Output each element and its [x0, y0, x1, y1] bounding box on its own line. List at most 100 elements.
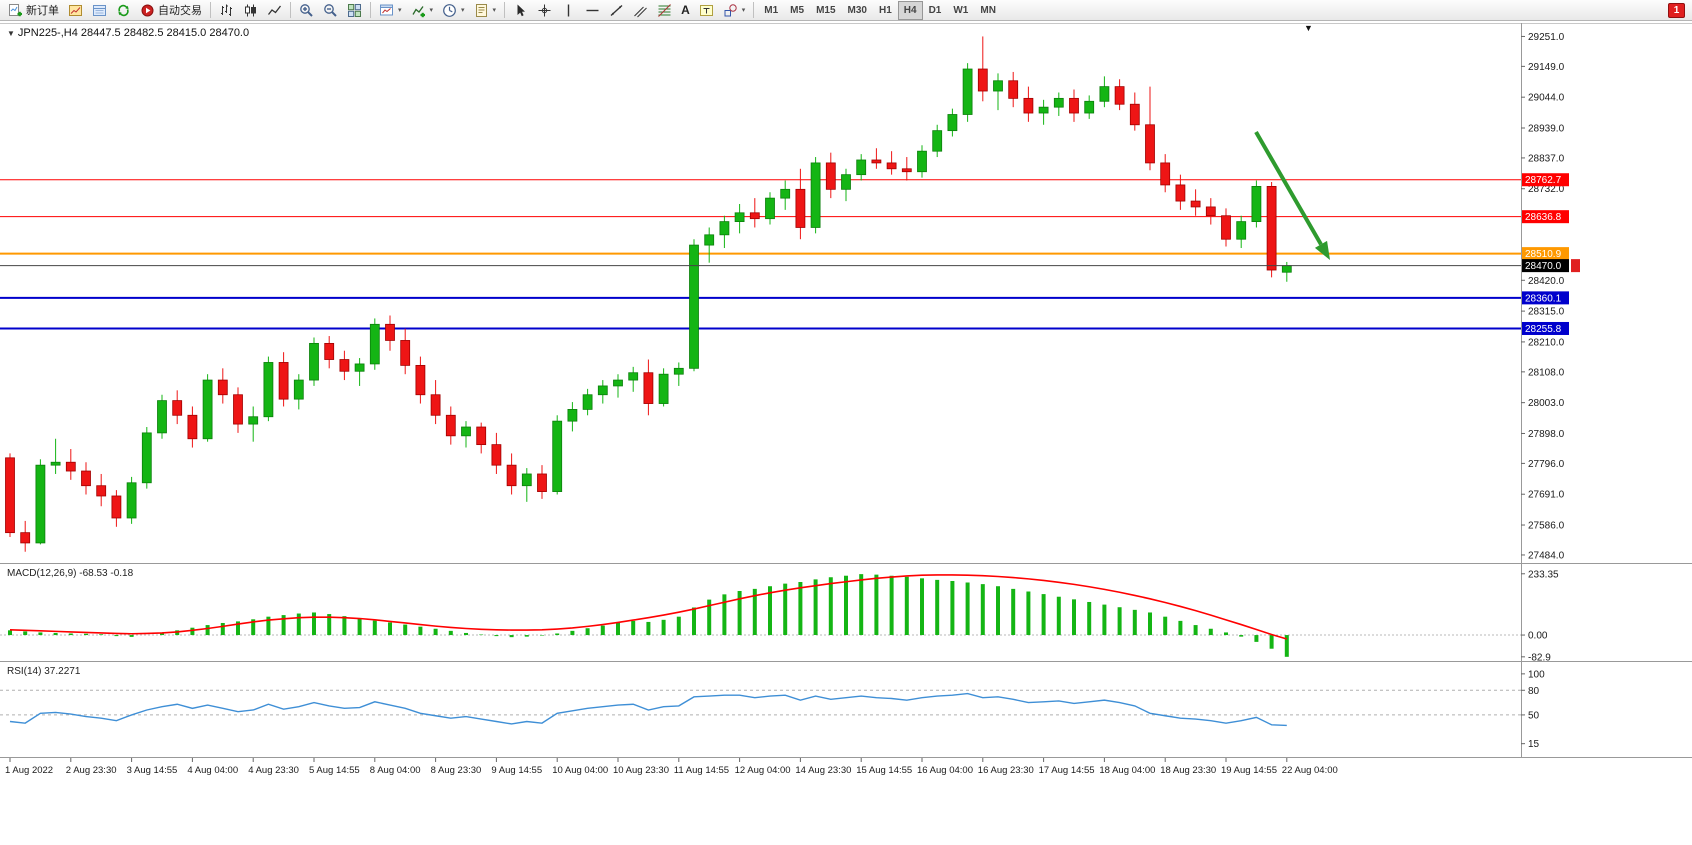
- svg-text:28255.8: 28255.8: [1525, 324, 1562, 335]
- svg-text:11 Aug 14:55: 11 Aug 14:55: [674, 765, 729, 776]
- svg-text:29251.0: 29251.0: [1528, 32, 1565, 43]
- svg-text:17 Aug 14:55: 17 Aug 14:55: [1039, 765, 1095, 776]
- svg-text:19 Aug 14:55: 19 Aug 14:55: [1221, 765, 1277, 776]
- indicators-button[interactable]: ▾: [407, 1, 438, 20]
- bar-chart-button[interactable]: [215, 1, 238, 20]
- timeframe-m1-button[interactable]: M1: [758, 1, 784, 20]
- svg-text:3 Aug 14:55: 3 Aug 14:55: [127, 765, 178, 776]
- notifications-badge[interactable]: 1: [1668, 2, 1685, 18]
- fibonacci-tool-button[interactable]: [653, 1, 676, 20]
- timeframe-h4-button[interactable]: H4: [897, 0, 923, 20]
- new-order-button[interactable]: 新订单: [4, 1, 63, 20]
- price-tag: [1522, 210, 1569, 224]
- svg-text:18 Aug 23:30: 18 Aug 23:30: [1160, 765, 1216, 776]
- vertical-line-tool-button[interactable]: [557, 1, 580, 20]
- trendline-icon: [609, 3, 624, 18]
- equidistant-channel-icon: [633, 3, 648, 18]
- timeframe-group: M1 M5 M15 M30 H1 H4 D1 W1 MN: [758, 0, 1002, 20]
- timeframe-w1-button[interactable]: W1: [947, 1, 974, 20]
- svg-text:27796.0: 27796.0: [1528, 459, 1565, 470]
- rsi-line: [9, 692, 1287, 727]
- timeframe-m30-button[interactable]: M30: [842, 1, 873, 20]
- timeframe-m15-button[interactable]: M15: [810, 1, 841, 20]
- auto-trading-label: 自动交易: [158, 5, 202, 17]
- zoom-out-button[interactable]: [319, 1, 342, 20]
- svg-text:16 Aug 23:30: 16 Aug 23:30: [978, 765, 1034, 776]
- trendline-tool-button[interactable]: [605, 1, 628, 20]
- toolbar-separator: [370, 2, 371, 18]
- svg-text:27586.0: 27586.0: [1528, 521, 1565, 532]
- symbol-ohlc-title: ▼ JPN225-,H4 28447.5 28482.5 28415.0 2847…: [7, 27, 249, 39]
- channel-tool-button[interactable]: [629, 1, 652, 20]
- price-tag: [1522, 247, 1569, 261]
- svg-text:27484.0: 27484.0: [1528, 550, 1565, 561]
- svg-text:18 Aug 04:00: 18 Aug 04:00: [1099, 765, 1155, 776]
- svg-text:28762.7: 28762.7: [1525, 175, 1562, 186]
- cursor-tool-button[interactable]: [509, 1, 532, 20]
- candlestick-chart-button[interactable]: [239, 1, 262, 20]
- timeframe-d1-button[interactable]: D1: [923, 1, 948, 20]
- macd-indicator-label: MACD(12,26,9) -68.53 -0.18: [7, 568, 134, 579]
- tile-windows-button[interactable]: [343, 1, 366, 20]
- svg-text:27691.0: 27691.0: [1528, 490, 1565, 501]
- toolbar-separator: [504, 2, 506, 18]
- horizontal-line-tool-button[interactable]: [581, 1, 604, 20]
- main-toolbar: 新订单 自动交易 ▾ ▾ ▾ ▾ A ▾ M1 M5 M15 M30 H1 H4 D1 W1 M…: [0, 0, 1692, 21]
- periods-button[interactable]: ▾: [438, 1, 469, 20]
- new-order-icon: [8, 3, 23, 18]
- svg-text:28732.0: 28732.0: [1528, 184, 1565, 195]
- macd-histogram: [8, 574, 1289, 657]
- annotation-arrow-head[interactable]: [1314, 240, 1330, 260]
- price-tag: [1522, 173, 1569, 187]
- zoom-in-button[interactable]: [295, 1, 318, 20]
- macd-signal-line: [9, 574, 1288, 640]
- text-label-tool-button[interactable]: [695, 1, 718, 20]
- chart-menu-triangle-icon[interactable]: ▼: [1304, 23, 1313, 33]
- timeframe-h1-button[interactable]: H1: [873, 1, 898, 20]
- svg-text:10 Aug 04:00: 10 Aug 04:00: [552, 765, 608, 776]
- svg-text:5 Aug 14:55: 5 Aug 14:55: [309, 765, 360, 776]
- candlesticks: [5, 36, 1292, 552]
- template-icon: [474, 3, 489, 18]
- data-window-button[interactable]: [88, 1, 111, 20]
- market-watch-button[interactable]: [64, 1, 87, 20]
- shapes-tool-button[interactable]: ▾: [719, 1, 750, 20]
- cursor-icon: [513, 3, 528, 18]
- svg-text:8 Aug 04:00: 8 Aug 04:00: [370, 765, 421, 776]
- price-tag: [1522, 321, 1569, 335]
- collapse-triangle-icon[interactable]: ▼: [7, 28, 15, 38]
- svg-text:2 Aug 23:30: 2 Aug 23:30: [66, 765, 117, 776]
- timeframe-mn-button[interactable]: MN: [974, 1, 1002, 20]
- text-label-icon: [699, 3, 714, 18]
- svg-text:15: 15: [1528, 739, 1540, 750]
- time-axis[interactable]: 1 Aug 2022 2 Aug 23:30 3 Aug 14:55 4 Aug 04…: [5, 758, 1338, 776]
- svg-text:1 Aug 2022: 1 Aug 2022: [5, 765, 53, 776]
- market-watch-icon: [68, 3, 83, 18]
- svg-text:16 Aug 04:00: 16 Aug 04:00: [917, 765, 973, 776]
- text-tool-button[interactable]: A: [677, 1, 694, 20]
- crosshair-tool-button[interactable]: [533, 1, 556, 20]
- horizontal-level-lines[interactable]: [0, 179, 1521, 330]
- new-chart-button[interactable]: ▾: [375, 1, 406, 20]
- templates-button[interactable]: ▾: [470, 1, 501, 20]
- price-alert-marker[interactable]: [1571, 259, 1580, 273]
- svg-text:-82.9: -82.9: [1528, 652, 1551, 663]
- auto-trading-button[interactable]: 自动交易: [136, 1, 206, 20]
- svg-text:28939.0: 28939.0: [1528, 123, 1565, 134]
- zoom-in-icon: [299, 3, 314, 18]
- auto-trading-icon: [140, 3, 155, 18]
- annotation-arrow-line[interactable]: [1254, 130, 1323, 246]
- line-chart-button[interactable]: [263, 1, 286, 20]
- svg-text:100: 100: [1528, 669, 1545, 680]
- timeframe-m5-button[interactable]: M5: [784, 1, 810, 20]
- data-window-icon: [92, 3, 107, 18]
- svg-text:28470.0: 28470.0: [1525, 261, 1562, 272]
- price-tag: [1522, 259, 1569, 273]
- svg-text:14 Aug 23:30: 14 Aug 23:30: [795, 765, 851, 776]
- svg-text:12 Aug 04:00: 12 Aug 04:00: [735, 765, 791, 776]
- candlestick-chart-icon: [243, 3, 258, 18]
- navigator-button[interactable]: [112, 1, 135, 20]
